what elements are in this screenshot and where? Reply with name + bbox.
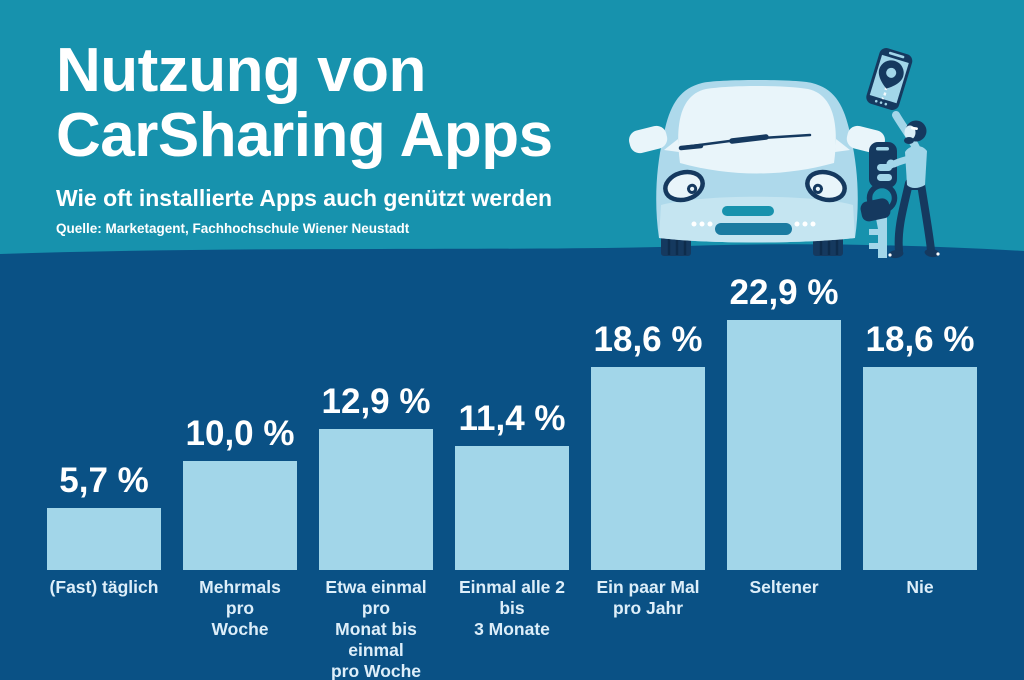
page-title: Nutzung von CarSharing Apps	[56, 36, 553, 170]
bar-column: 10,0 %	[183, 415, 297, 570]
bar	[47, 508, 161, 570]
person-icon	[886, 111, 940, 259]
bar-category-label: Mehrmals pro Woche	[199, 577, 281, 639]
bar-chart: 5,7 % 10,0 % 12,9 % 11,4 % 18,6 % 22,9 % 18,6 …	[47, 0, 977, 570]
bar-column: 18,6 %	[863, 321, 977, 570]
bar-category-label: Einmal alle 2 bis 3 Monate	[458, 577, 566, 639]
bar-value-label: 11,4 %	[458, 399, 566, 438]
bar-column: 5,7 %	[47, 462, 161, 570]
source-credit: Quelle: Marketagent, Fachhochschule Wien…	[56, 221, 410, 236]
bar	[863, 367, 977, 570]
bar-value-label: 5,7 %	[59, 461, 149, 500]
bar-value-label: 22,9 %	[729, 273, 839, 312]
header: Nutzung von CarSharing Apps Wie oft inst…	[56, 38, 553, 236]
bar-category-label: Ein paar Mal pro Jahr	[596, 577, 700, 618]
car-key-icon	[860, 142, 898, 258]
bar-column: 18,6 %	[591, 321, 705, 570]
car-front-icon	[629, 80, 885, 256]
page-subtitle: Wie oft installierte Apps auch genützt w…	[56, 185, 553, 211]
bar-category-label: Etwa einmal pro Monat bis einmal pro Woc…	[325, 577, 427, 680]
bar-column: 12,9 %	[319, 383, 433, 570]
bar-value-label: 18,6 %	[593, 320, 703, 359]
bar	[183, 461, 297, 570]
bar	[591, 367, 705, 570]
smartphone-map-pin-icon	[866, 48, 913, 111]
category-labels-row: (Fast) täglich Mehrmals pro Woche Etwa ein…	[47, 577, 977, 680]
bar-column: 11,4 %	[455, 400, 569, 570]
bar	[727, 320, 841, 570]
bar-value-label: 12,9 %	[321, 382, 431, 421]
bar-column: 22,9 %	[727, 274, 841, 570]
bar-value-label: 10,0 %	[185, 414, 295, 453]
bar-value-label: 18,6 %	[865, 320, 975, 359]
bar-category-label: Seltener	[749, 577, 819, 597]
bar-category-label: (Fast) täglich	[49, 577, 159, 597]
bar	[319, 429, 433, 570]
bar	[455, 446, 569, 570]
bar-category-label: Nie	[906, 577, 934, 597]
